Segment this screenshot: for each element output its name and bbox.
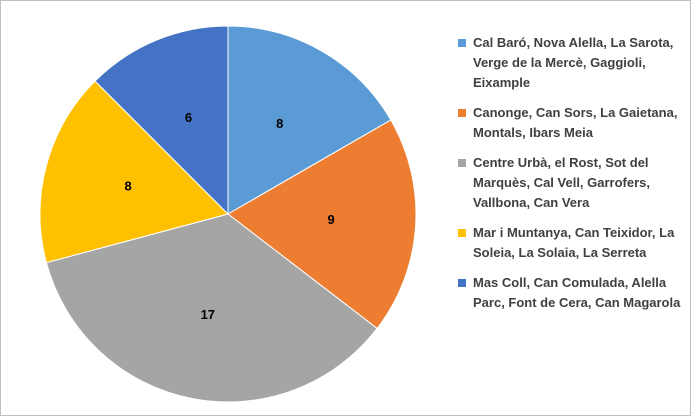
pie-slice — [39, 80, 229, 264]
pie-slice — [45, 213, 378, 403]
legend-swatch — [458, 39, 466, 47]
legend-label: Cal Baró, Nova Alella, La Sarota, Verge … — [473, 35, 674, 90]
data-label: 6 — [185, 110, 192, 125]
legend-swatch — [458, 279, 466, 287]
legend-swatch — [458, 109, 466, 117]
legend: Cal Baró, Nova Alella, La Sarota, Verge … — [458, 33, 683, 323]
data-label: 9 — [328, 212, 335, 227]
legend-item: Cal Baró, Nova Alella, La Sarota, Verge … — [458, 33, 683, 93]
legend-item: Mar i Muntanya, Can Teixidor, La Soleia,… — [458, 223, 683, 263]
legend-item: Centre Urbà, el Rost, Sot del Marquès, C… — [458, 153, 683, 213]
legend-label: Canonge, Can Sors, La Gaietana, Montals,… — [473, 105, 678, 140]
legend-swatch — [458, 159, 466, 167]
pie-slice — [227, 119, 417, 330]
pie-slice — [227, 25, 392, 215]
data-label: 8 — [125, 179, 132, 194]
data-label: 17 — [201, 307, 215, 322]
legend-item: Canonge, Can Sors, La Gaietana, Montals,… — [458, 103, 683, 143]
legend-item: Mas Coll, Can Comulada, Alella Parc, Fon… — [458, 273, 683, 313]
data-label: 8 — [276, 116, 283, 131]
pie-slice — [94, 25, 229, 216]
legend-label: Mar i Muntanya, Can Teixidor, La Soleia,… — [473, 225, 675, 260]
legend-label: Mas Coll, Can Comulada, Alella Parc, Fon… — [473, 275, 681, 310]
legend-swatch — [458, 229, 466, 237]
legend-label: Centre Urbà, el Rost, Sot del Marquès, C… — [473, 155, 651, 210]
